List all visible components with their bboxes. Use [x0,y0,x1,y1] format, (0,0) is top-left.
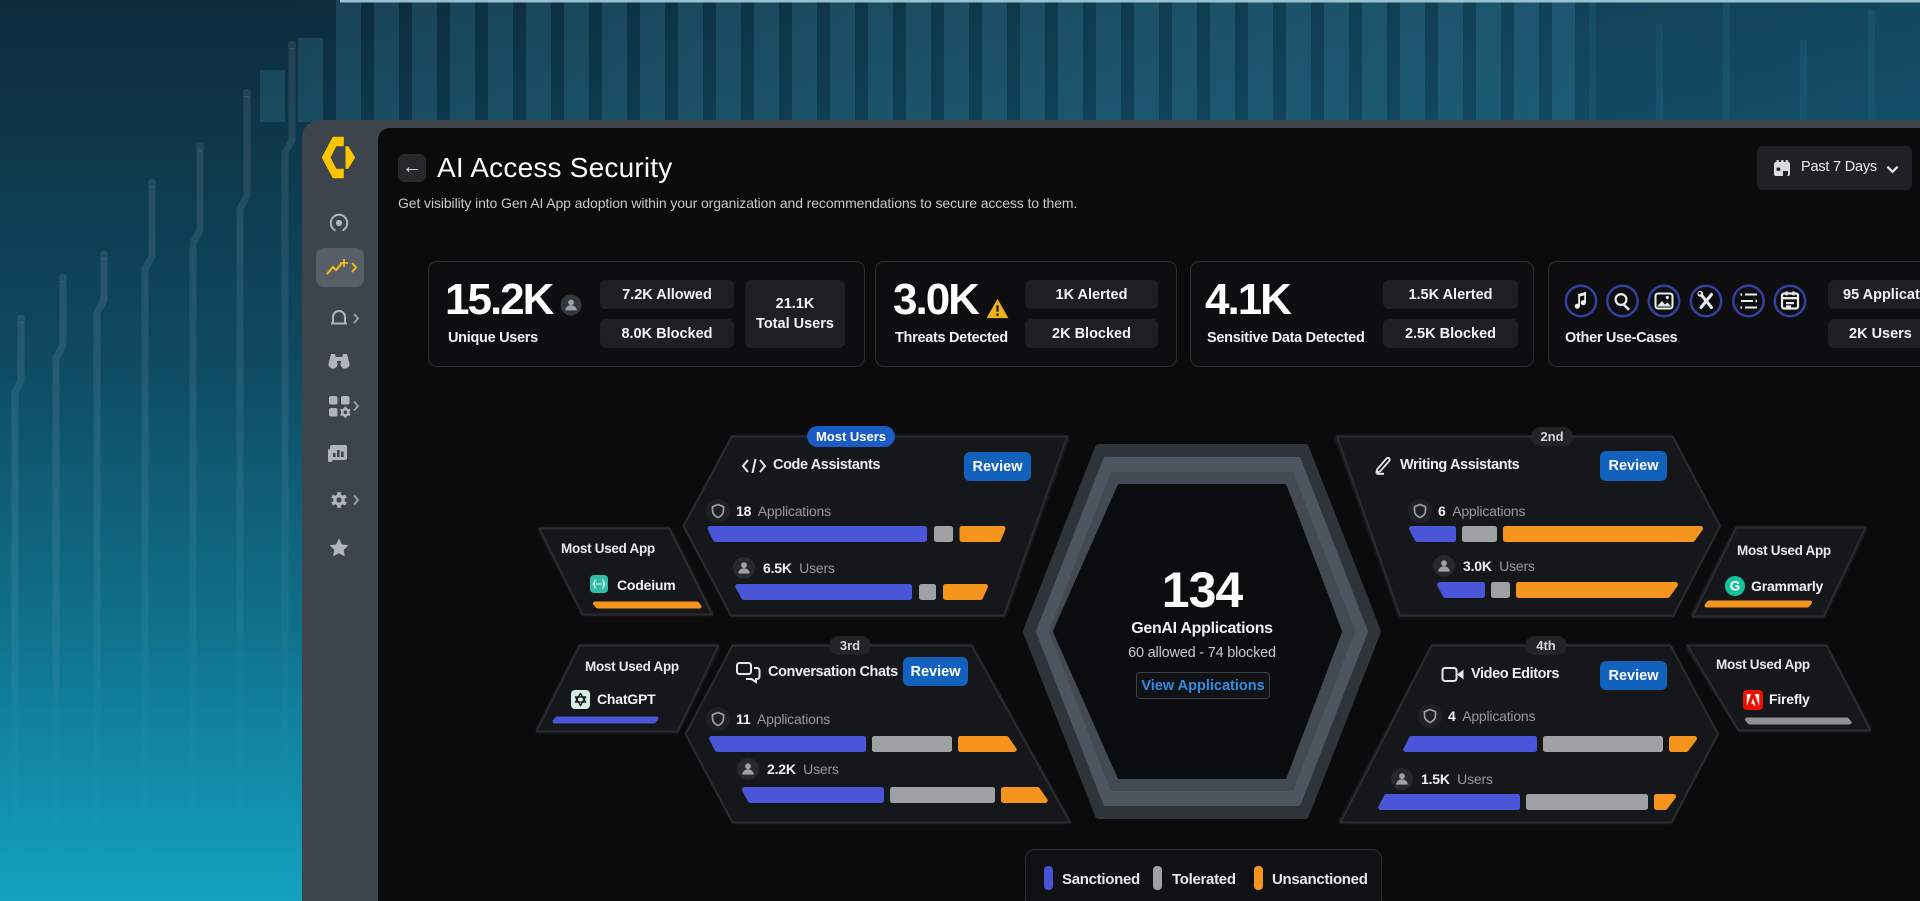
svg-text:G: G [1730,579,1741,594]
